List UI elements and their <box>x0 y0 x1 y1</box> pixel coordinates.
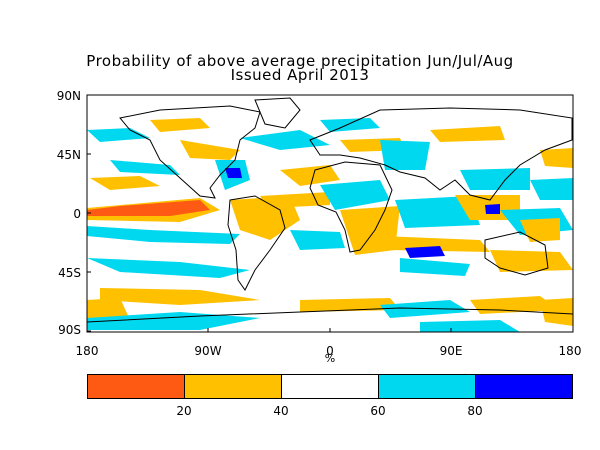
cyan-region <box>380 140 430 170</box>
x-unit-label: % <box>324 352 336 365</box>
x-tick-label: 0 <box>326 344 334 358</box>
north-america-outline <box>119 105 261 199</box>
cyan-region <box>87 128 150 142</box>
orange-region <box>430 126 505 142</box>
orange-region <box>180 140 240 160</box>
cyan-region <box>320 180 390 210</box>
cyan-region <box>87 226 240 244</box>
colorbar-swatch <box>282 375 379 398</box>
colorbar-swatch <box>379 375 476 398</box>
colorbar-label: 20 <box>176 404 192 418</box>
orange-region <box>540 298 573 326</box>
orange-region <box>520 218 560 242</box>
south-america-outline <box>227 195 286 291</box>
y-tick-label: 90S <box>58 323 81 337</box>
y-tick-label: 45S <box>58 266 81 280</box>
orange-region <box>490 250 573 272</box>
x-tick-label: 180 <box>75 344 99 358</box>
blue-region <box>225 168 242 178</box>
orange-region <box>150 118 210 132</box>
cyan-region <box>87 312 260 330</box>
map-title: Probability of above average precipitati… <box>86 52 514 70</box>
y-tick-label: 45N <box>56 148 81 162</box>
colorbar-swatch <box>88 375 185 398</box>
x-tick-label: 90E <box>439 344 463 358</box>
orange-region <box>540 148 573 168</box>
cyan-region <box>420 320 520 332</box>
colorbar-swatch <box>185 375 282 398</box>
blue-region <box>485 204 500 214</box>
red-region <box>87 200 210 216</box>
orange-region <box>90 176 160 190</box>
cyan-region <box>400 258 470 276</box>
colorbar-label: 40 <box>273 404 289 418</box>
x-tick-label: 180 <box>558 344 582 358</box>
cyan-region <box>320 118 380 132</box>
blue-region <box>405 246 445 258</box>
cyan-region <box>460 168 530 190</box>
orange-region <box>100 288 260 305</box>
colorbar-swatch <box>476 375 572 398</box>
axis-ticks <box>86 94 574 332</box>
cyan-region <box>87 258 250 278</box>
x-tick-label: 90W <box>194 344 222 358</box>
greenland-outline <box>254 97 301 129</box>
cyan-region <box>240 130 330 150</box>
africa-outline <box>309 161 393 253</box>
orange-region <box>260 192 330 208</box>
y-tick-label: 0 <box>73 207 81 221</box>
eurasia-outline <box>309 107 573 201</box>
map-subtitle: Issued April 2013 <box>230 66 370 84</box>
cyan-region <box>395 196 480 228</box>
colorbar-label: 80 <box>467 404 483 418</box>
coastlines <box>87 97 573 323</box>
antarctica-outline <box>87 307 573 323</box>
cyan-region <box>110 160 180 175</box>
orange-region <box>280 165 340 186</box>
y-tick-label: 90N <box>56 89 81 103</box>
cyan-region <box>530 178 573 200</box>
australia-outline <box>484 231 549 276</box>
cyan-region <box>290 230 345 250</box>
colorbar-label: 60 <box>370 404 386 418</box>
colorbar <box>87 374 573 399</box>
